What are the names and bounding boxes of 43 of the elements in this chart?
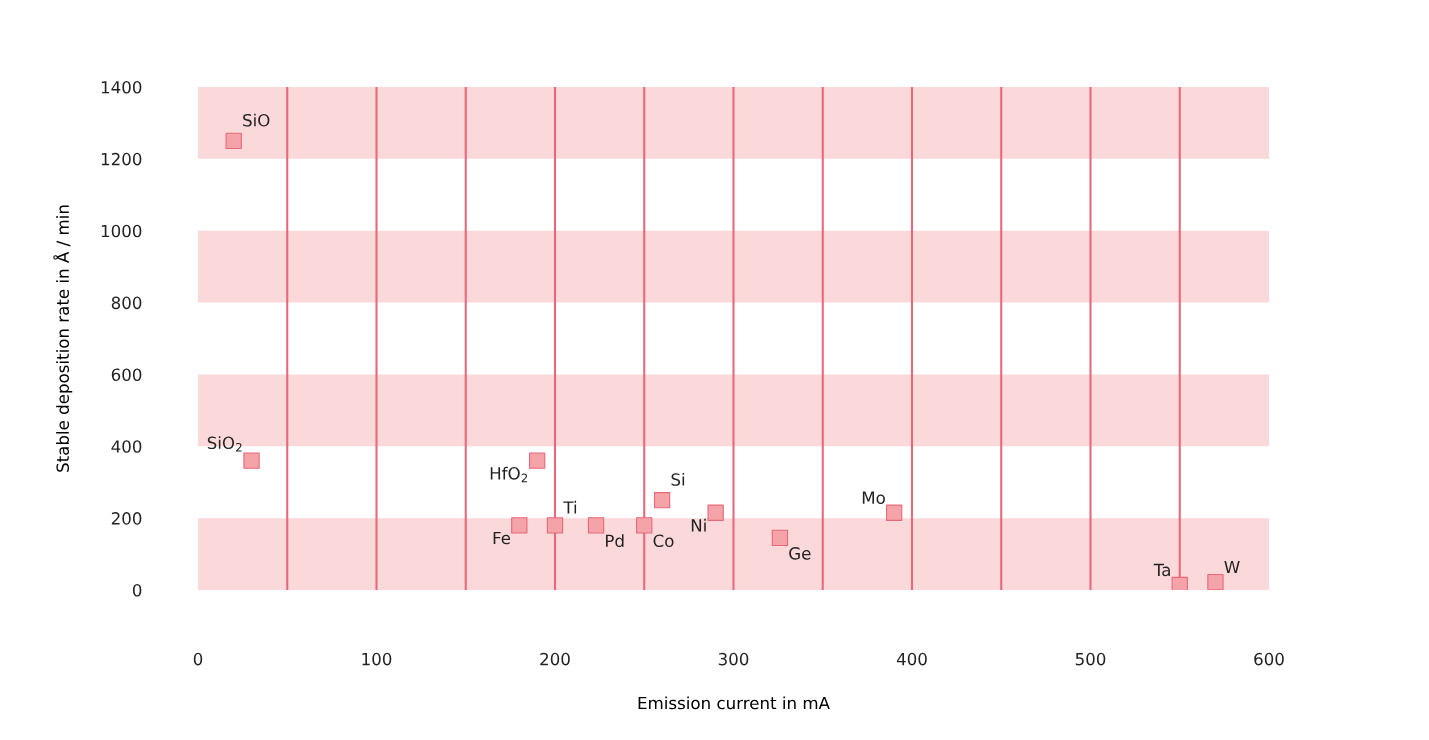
annotation: HfO$_{2}$ [490,466,528,483]
x-tick-label: 0 [193,652,203,666]
point [885,504,903,521]
y-tick-label: 1200 [101,152,142,166]
point [528,452,546,469]
annotation: Pd [606,534,624,548]
annotation: Fe [493,531,511,545]
y-tick-label: 800 [111,296,142,310]
y-tick-label: 400 [111,440,142,453]
point [771,529,789,547]
annotation: Si [671,472,685,486]
y-tick-label: 1400 [101,80,142,94]
x-tick-label: 600 [1254,652,1284,666]
point [546,517,564,534]
y-axis-title: Stable deposition rate in Å / min [53,205,73,472]
point [653,492,671,509]
y-tick-label: 0 [132,583,142,597]
annotation: Ti [563,500,577,514]
annotation: Ni [691,518,706,532]
point [707,504,724,521]
x-tick-label: 500 [1075,652,1106,666]
point [1171,576,1188,590]
annotation: Mo [862,491,885,504]
point [243,452,260,469]
annotation: W [1224,560,1240,574]
annotation: Ge [789,547,811,560]
y-tick-label: 200 [111,512,142,525]
x-axis-title: Emission current in mA [638,696,830,710]
annotation: Ta [1153,563,1170,577]
point [511,517,528,534]
y-tick-label: 1000 [101,224,142,238]
annotation: Co [653,534,674,548]
point [225,132,242,150]
x-tick-label: 100 [362,652,392,666]
annotation: SiO [243,113,270,127]
point [587,517,605,534]
point [1207,573,1224,590]
x-tick-label: 200 [540,652,570,666]
point [636,517,653,534]
x-tick-label: 400 [896,652,927,666]
y-tick-label: 600 [111,368,142,381]
annotation: SiO$_{2}$ [207,436,242,452]
x-tick-label: 300 [718,652,749,666]
